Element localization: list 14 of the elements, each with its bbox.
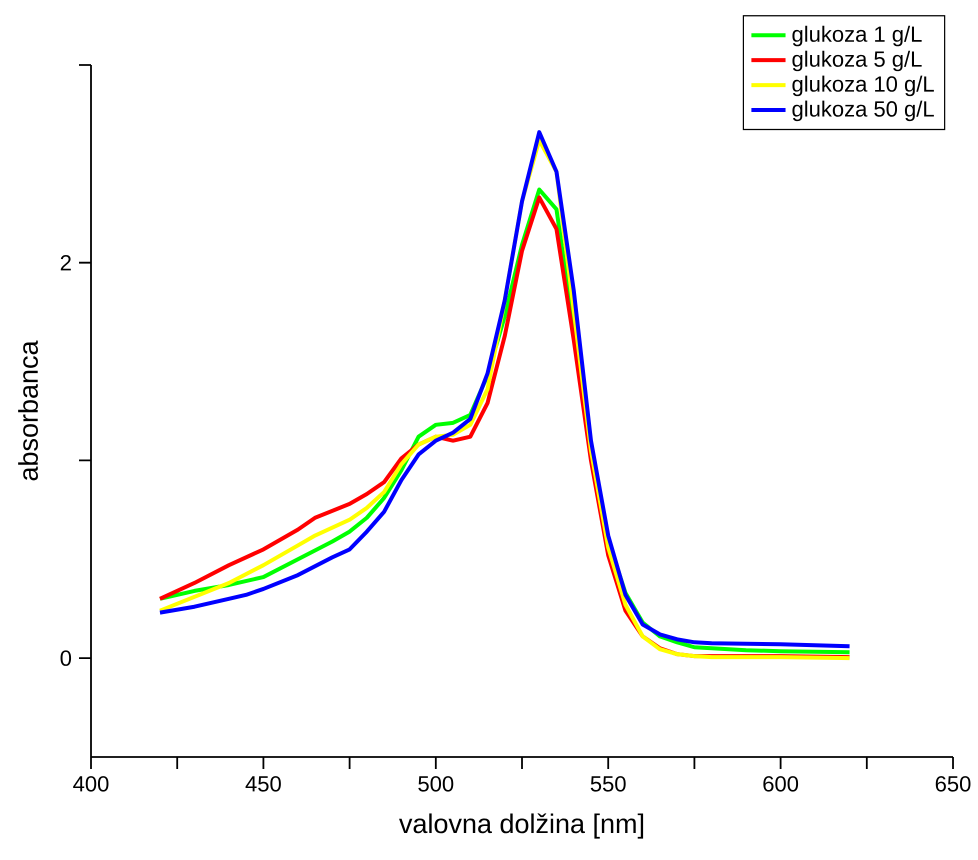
x-tick-label: 500 bbox=[418, 776, 454, 792]
y-tick-label: 2 bbox=[60, 255, 71, 270]
legend-label: glukoza 50 g/L bbox=[792, 100, 934, 122]
x-tick-label: 600 bbox=[763, 776, 798, 792]
x-tick-label: 450 bbox=[246, 776, 281, 792]
legend-label: glukoza 5 g/L bbox=[792, 50, 922, 72]
x-axis-title: valovna dolžina [nm] bbox=[399, 813, 644, 839]
y-tick-label: 0 bbox=[60, 650, 72, 666]
legend-label: glukoza 1 g/L bbox=[792, 26, 922, 46]
y-axis-title: absorbanca bbox=[18, 340, 38, 480]
x-tick-label: 650 bbox=[936, 776, 970, 792]
legend-label: glukoza 10 g/L bbox=[792, 76, 934, 96]
x-tick-label: 400 bbox=[73, 776, 108, 792]
x-tick-label: 550 bbox=[590, 776, 626, 792]
